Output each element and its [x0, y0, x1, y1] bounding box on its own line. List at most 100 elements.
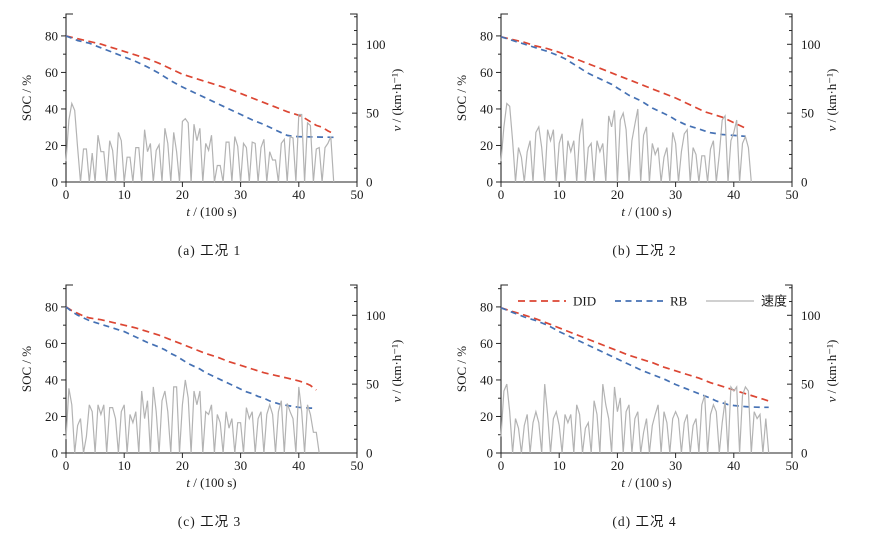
svg-text:60: 60	[480, 336, 493, 351]
series-速度	[500, 383, 770, 454]
svg-text:100: 100	[366, 308, 386, 323]
svg-text:50: 50	[786, 187, 799, 202]
svg-text:10: 10	[118, 458, 131, 473]
left-axis: 0 20 40 60 80	[480, 288, 501, 461]
x-axis: 0 10 20 30 40 50	[498, 453, 799, 473]
svg-text:50: 50	[366, 377, 379, 392]
right-axis: 0 50 100	[787, 16, 821, 190]
svg-text:80: 80	[45, 28, 58, 43]
svg-text:40: 40	[292, 187, 305, 202]
caption-c: (c) 工况 3	[177, 514, 242, 529]
series-RB	[500, 35, 746, 138]
right-axis: 0 50 100	[787, 287, 821, 461]
svg-text:100: 100	[801, 37, 821, 52]
svg-text:60: 60	[45, 65, 58, 80]
svg-text:50: 50	[801, 106, 814, 121]
svg-text:80: 80	[480, 28, 493, 43]
axes-frame	[65, 284, 358, 454]
svg-text:10: 10	[553, 187, 566, 202]
axes-frame	[500, 13, 793, 183]
series-DID	[65, 35, 335, 135]
svg-text:0: 0	[487, 175, 494, 190]
svg-text:80: 80	[45, 299, 58, 314]
svg-text:20: 20	[45, 409, 58, 424]
svg-text:10: 10	[118, 187, 131, 202]
right-axis-title: v / (km·h⁻¹)	[389, 69, 404, 132]
legend: DID RB 速度	[518, 294, 787, 309]
svg-text:0: 0	[366, 446, 373, 461]
right-axis: 0 50 100	[352, 287, 386, 461]
svg-text:0: 0	[63, 187, 70, 202]
legend-label-RB: RB	[670, 294, 688, 309]
svg-text:30: 30	[234, 187, 247, 202]
right-axis-title: v / (km·h⁻¹)	[824, 69, 839, 132]
svg-text:0: 0	[366, 175, 373, 190]
svg-text:100: 100	[366, 37, 386, 52]
series-速度	[65, 101, 335, 183]
svg-text:40: 40	[727, 187, 740, 202]
series-DID	[500, 35, 746, 129]
left-axis-title: SOC / %	[454, 75, 469, 121]
svg-text:20: 20	[480, 138, 493, 153]
x-axis-title: t / (100 s)	[621, 475, 671, 490]
left-axis: 0 20 40 60 80	[45, 288, 66, 461]
svg-text:40: 40	[45, 372, 58, 387]
caption-a: (a) 工况 1	[177, 243, 242, 258]
left-axis-title: SOC / %	[19, 75, 34, 121]
right-axis: 0 50 100	[352, 16, 386, 190]
svg-text:100: 100	[801, 308, 821, 323]
svg-text:50: 50	[801, 377, 814, 392]
axes-frame	[500, 284, 793, 454]
svg-text:20: 20	[176, 187, 189, 202]
svg-text:0: 0	[52, 175, 59, 190]
svg-text:60: 60	[45, 336, 58, 351]
svg-text:40: 40	[480, 101, 493, 116]
svg-text:40: 40	[480, 372, 493, 387]
svg-text:0: 0	[52, 446, 59, 461]
left-axis-title: SOC / %	[19, 346, 34, 392]
left-axis: 0 20 40 60 80	[45, 17, 66, 190]
right-axis-title: v / (km·h⁻¹)	[389, 340, 404, 403]
svg-text:40: 40	[292, 458, 305, 473]
svg-text:50: 50	[351, 458, 364, 473]
subplot-b: 0 20 40 60 80 0 50 100 0 10 20 30 40 50 t / (100 s) SOC…	[435, 0, 870, 271]
series-RB	[65, 35, 334, 139]
svg-text:0: 0	[801, 446, 808, 461]
svg-text:80: 80	[480, 299, 493, 314]
subplot-c: 0 20 40 60 80 0 50 100 0 10 20 30 40 50 t / (100 s) SOC…	[0, 271, 435, 542]
svg-text:50: 50	[786, 458, 799, 473]
svg-text:30: 30	[669, 458, 682, 473]
svg-text:0: 0	[801, 175, 808, 190]
x-axis-title: t / (100 s)	[186, 204, 236, 219]
x-axis: 0 10 20 30 40 50	[63, 453, 364, 473]
legend-label-DID: DID	[573, 294, 596, 309]
x-axis: 0 10 20 30 40 50	[63, 182, 364, 202]
subplot-a: 0 20 40 60 80 0 50 100 0 10 20 30 40 50 t / (100 s) SOC…	[0, 0, 435, 271]
svg-text:60: 60	[480, 65, 493, 80]
svg-text:50: 50	[351, 187, 364, 202]
svg-text:0: 0	[498, 458, 505, 473]
right-axis-title: v / (km·h⁻¹)	[824, 340, 839, 403]
series-RB	[65, 306, 317, 410]
series-速度	[500, 102, 752, 183]
axes-frame	[65, 13, 358, 183]
svg-text:0: 0	[498, 187, 505, 202]
series-速度	[65, 379, 320, 454]
subplot-d: 0 20 40 60 80 0 50 100 0 10 20 30 40 50 t / (100 s) SOC…	[435, 271, 870, 542]
svg-text:20: 20	[176, 458, 189, 473]
svg-text:20: 20	[611, 458, 624, 473]
svg-text:20: 20	[45, 138, 58, 153]
svg-text:10: 10	[553, 458, 566, 473]
svg-text:20: 20	[611, 187, 624, 202]
svg-text:30: 30	[669, 187, 682, 202]
svg-text:0: 0	[487, 446, 494, 461]
caption-b: (b) 工况 2	[612, 243, 677, 258]
caption-d: (d) 工况 4	[612, 514, 677, 529]
svg-text:0: 0	[63, 458, 70, 473]
x-axis: 0 10 20 30 40 50	[498, 182, 799, 202]
